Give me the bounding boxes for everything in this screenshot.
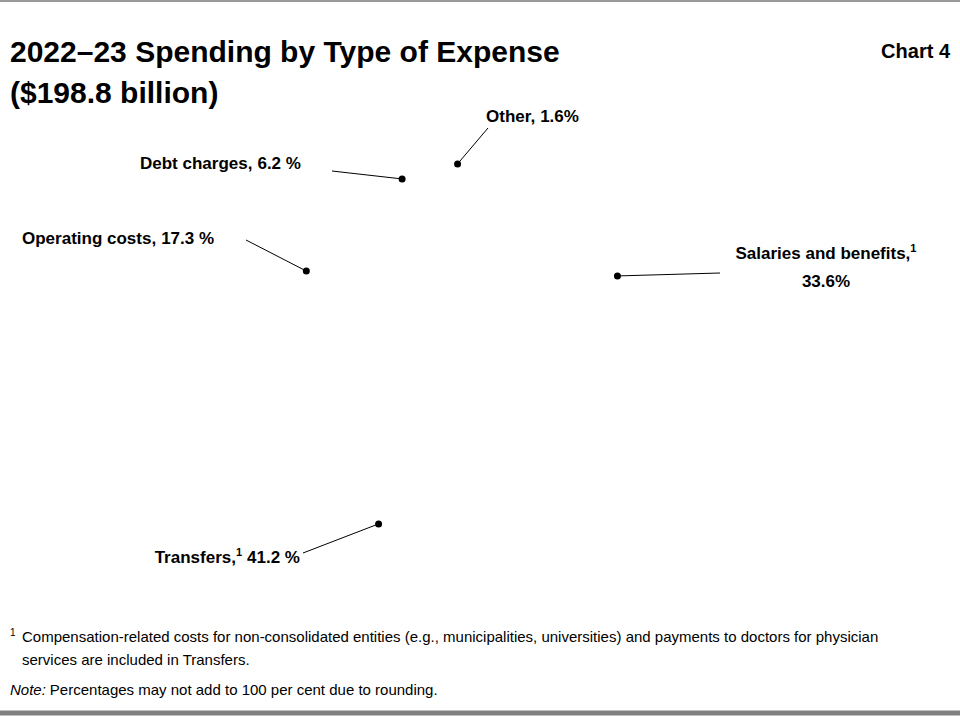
leader-dot [614,272,621,279]
subtitle: ($198.8 billion) [10,76,218,109]
slice-value: 41.2 % [247,548,300,567]
data-labels: Salaries and benefits,133.6%Transfers,14… [22,107,916,567]
slice-label: Operating costs, 17.3 % [22,229,214,248]
slice-category: Debt charges, [140,154,252,173]
chart-number: Chart 4 [881,40,951,62]
leader-line [246,240,306,271]
slice-label: Debt charges, 6.2 % [140,154,301,173]
footnote-marker: 1 [236,546,242,558]
leader-dot [375,520,382,527]
slice-category: Transfers, [155,548,236,567]
leader-line [332,171,402,179]
leader-dot [303,268,310,275]
footnote-marker: 1 [910,242,916,254]
slice-category: Salaries and benefits, [736,244,911,263]
leader-line [458,128,488,164]
slice-category: Operating costs, [22,229,156,248]
chart-svg: 2022–23 Spending by Type of Expense ($198… [0,0,960,720]
title: 2022–23 Spending by Type of Expense [10,35,560,68]
slice-label: Transfers,1 41.2 % [155,546,300,567]
footnote-line: Compensation-related costs for non-conso… [22,628,878,645]
slice-label: Salaries and benefits,1 33.6% [736,242,917,291]
bottom-rule [0,711,960,716]
footnote-marker: 1 [10,627,16,638]
slice-value: 1.6% [540,107,579,126]
note: Note:Percentages may not add to 100 per … [10,681,438,698]
slice-category: Other, [486,107,535,126]
leader-dot [454,160,461,167]
footnote: Compensation-related costs for non-conso… [22,628,878,668]
slice-value: 33.6% [802,272,850,291]
slice-label: Other, 1.6% [486,107,579,126]
slice-value: 6.2 % [257,154,300,173]
chart-container: 2022–23 Spending by Type of Expense ($198… [0,0,960,720]
footnote-line: services are included in Transfers. [22,651,250,668]
top-rule [0,0,960,2]
leader-line [303,524,379,553]
slice-value: 17.3 % [161,229,214,248]
note-text: Percentages may not add to 100 per cent … [50,681,438,698]
note-label: Note: [10,681,46,698]
leader-dot [399,175,406,182]
leader-line [617,273,720,276]
